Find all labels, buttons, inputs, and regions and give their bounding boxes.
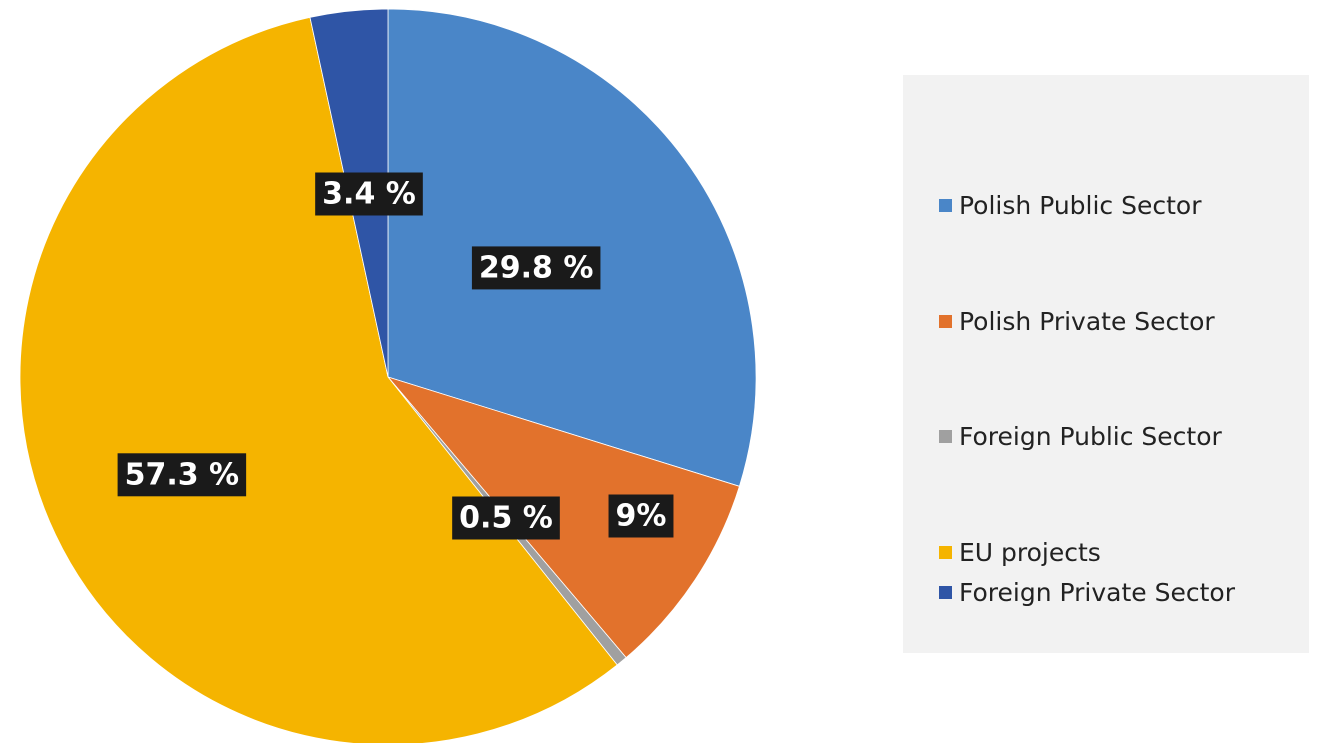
pie-slices <box>19 8 757 743</box>
legend-item-polish-private-sector: Polish Private Sector <box>939 307 1215 336</box>
data-label-foreign-private-sector: 3.4 % <box>315 172 423 216</box>
data-label-box <box>471 246 601 290</box>
data-label-text: 9% <box>616 499 667 534</box>
legend-label: Polish Public Sector <box>959 191 1202 220</box>
data-label-text: 3.4 % <box>322 177 416 212</box>
legend-swatch <box>939 315 952 328</box>
pie-slice-polish-private-sector <box>386 376 740 659</box>
pie-chart: 29.8 % 9% 0.5 % 57.3 % 3.4 % <box>19 8 757 743</box>
data-label-box <box>608 494 674 538</box>
data-label-polish-private-sector: 9% <box>608 494 674 538</box>
data-label-text: 29.8 % <box>479 250 594 285</box>
legend-swatch <box>939 430 952 443</box>
legend-item-foreign-public-sector: Foreign Public Sector <box>939 422 1222 451</box>
legend-item-polish-public-sector: Polish Public Sector <box>939 191 1202 220</box>
legend-label: Foreign Public Sector <box>959 422 1222 451</box>
legend-swatch <box>939 199 952 212</box>
data-label-box <box>452 496 560 540</box>
data-label-polish-public-sector: 29.8 % <box>471 246 601 290</box>
legend-swatch <box>939 586 952 599</box>
chart-legend: Polish Public Sector Polish Private Sect… <box>903 75 1309 653</box>
legend-label: Polish Private Sector <box>959 307 1215 336</box>
data-label-eu-projects: 57.3 % <box>117 453 247 497</box>
data-label-text: 57.3 % <box>125 457 240 492</box>
legend-label: Foreign Private Sector <box>959 578 1235 607</box>
legend-swatch <box>939 546 952 559</box>
legend-item-eu-projects: EU projects <box>939 538 1101 567</box>
pie-slice-eu-projects <box>19 16 618 743</box>
data-label-foreign-public-sector: 0.5 % <box>452 496 560 540</box>
legend-item-foreign-private-sector: Foreign Private Sector <box>939 578 1235 607</box>
pie-data-labels: 29.8 % 9% 0.5 % 57.3 % 3.4 % <box>117 172 674 540</box>
data-label-box <box>117 453 247 497</box>
data-label-box <box>315 172 423 216</box>
data-label-text: 0.5 % <box>459 501 553 536</box>
legend-label: EU projects <box>959 538 1101 567</box>
